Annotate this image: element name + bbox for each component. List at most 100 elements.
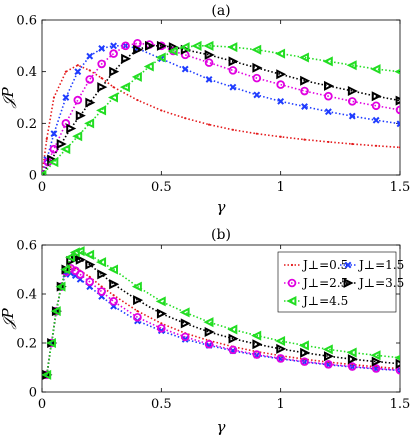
panel-title: (a) [211, 3, 230, 19]
data-point [179, 307, 190, 318]
data-point [227, 324, 238, 335]
data-point [96, 105, 107, 116]
data-point [371, 91, 382, 102]
x-tick-label: 1 [277, 180, 285, 195]
series-3 [42, 40, 400, 175]
legend-entry: J⊥=1.5 [340, 258, 404, 272]
data-point [276, 69, 287, 80]
data-point [160, 322, 163, 325]
data-point [56, 138, 67, 150]
data-point [71, 253, 82, 264]
data-point [86, 52, 94, 60]
data-point [303, 138, 306, 141]
data-point [133, 295, 144, 306]
data-point [52, 96, 56, 99]
legend-marker [290, 263, 294, 267]
data-point [184, 117, 187, 120]
data-point [60, 264, 71, 275]
panel-a: (a) 0 0.5 1 1.5 0 0.2 0.4 0.6 γ 𝒥P [0, 3, 410, 216]
data-point [75, 110, 86, 121]
data-point [207, 123, 211, 126]
data-point [204, 58, 214, 67]
data-point [84, 118, 95, 129]
data-point [229, 83, 237, 91]
data-point [121, 41, 130, 51]
data-point [279, 135, 282, 138]
legend-label: J⊥=2.5 [301, 276, 348, 290]
series-line [42, 42, 400, 175]
data-point [228, 66, 238, 75]
data-point [45, 137, 48, 140]
data-point [324, 351, 335, 362]
data-point [396, 120, 400, 128]
data-point [203, 40, 214, 51]
data-point [252, 350, 262, 359]
axes-frame [41, 244, 401, 393]
data-point [228, 333, 239, 344]
x-tick-label: 1.5 [390, 180, 411, 195]
data-point [48, 157, 59, 168]
data-point [372, 116, 380, 124]
data-point [167, 45, 178, 57]
data-point [347, 86, 358, 97]
data-point [133, 44, 144, 55]
legend-box [277, 251, 397, 313]
data-point [88, 69, 91, 72]
data-point [100, 285, 103, 288]
data-point [74, 68, 82, 76]
y-tick-label: 0.6 [16, 14, 37, 29]
legend-marker [287, 278, 297, 288]
data-point [45, 337, 56, 349]
series-line [42, 44, 400, 175]
series-line [46, 250, 400, 376]
data-point [252, 73, 262, 83]
data-point [157, 323, 166, 333]
data-point [121, 53, 132, 64]
data-point [131, 71, 142, 82]
legend-entry: J⊥=4.5 [284, 294, 348, 308]
data-point [251, 330, 262, 341]
data-point [275, 336, 286, 347]
legend-marker [286, 295, 297, 307]
data-point [97, 269, 108, 280]
data-point [42, 369, 52, 380]
data-point [75, 270, 85, 279]
data-point [277, 97, 285, 105]
x-tick-label: 1.5 [390, 397, 411, 412]
data-point [347, 354, 358, 365]
data-point [346, 347, 357, 358]
data-point [97, 59, 106, 69]
data-point [252, 339, 263, 350]
legend-entry: J⊥=3.5 [340, 276, 404, 290]
data-point [347, 362, 357, 371]
y-tick-label: 0.2 [16, 117, 37, 132]
data-point [73, 95, 83, 105]
data-point [276, 80, 285, 89]
data-point [301, 103, 308, 110]
series-line [42, 44, 400, 175]
data-point [50, 130, 58, 138]
data-point [322, 344, 333, 355]
y-tick-label: 0 [29, 169, 37, 184]
data-point [84, 249, 95, 260]
data-point [112, 294, 115, 297]
data-point [107, 264, 118, 275]
x-axis-label: γ [217, 418, 226, 436]
data-point [75, 254, 86, 265]
data-point [181, 335, 189, 343]
data-point [109, 279, 120, 290]
series-4 [42, 246, 400, 380]
x-tick-label: 0 [38, 180, 46, 195]
data-point [395, 95, 400, 106]
data-point [156, 40, 167, 51]
x-tick-label: 0.5 [151, 180, 172, 195]
data-point [371, 101, 381, 111]
legend-label: J⊥=0.5 [301, 258, 348, 272]
data-point [55, 281, 66, 292]
series-line [42, 64, 400, 175]
data-point [74, 246, 85, 257]
data-point [62, 94, 70, 101]
x-tick-label: 0.5 [151, 397, 172, 412]
series-2 [42, 38, 400, 175]
data-point [66, 123, 77, 134]
